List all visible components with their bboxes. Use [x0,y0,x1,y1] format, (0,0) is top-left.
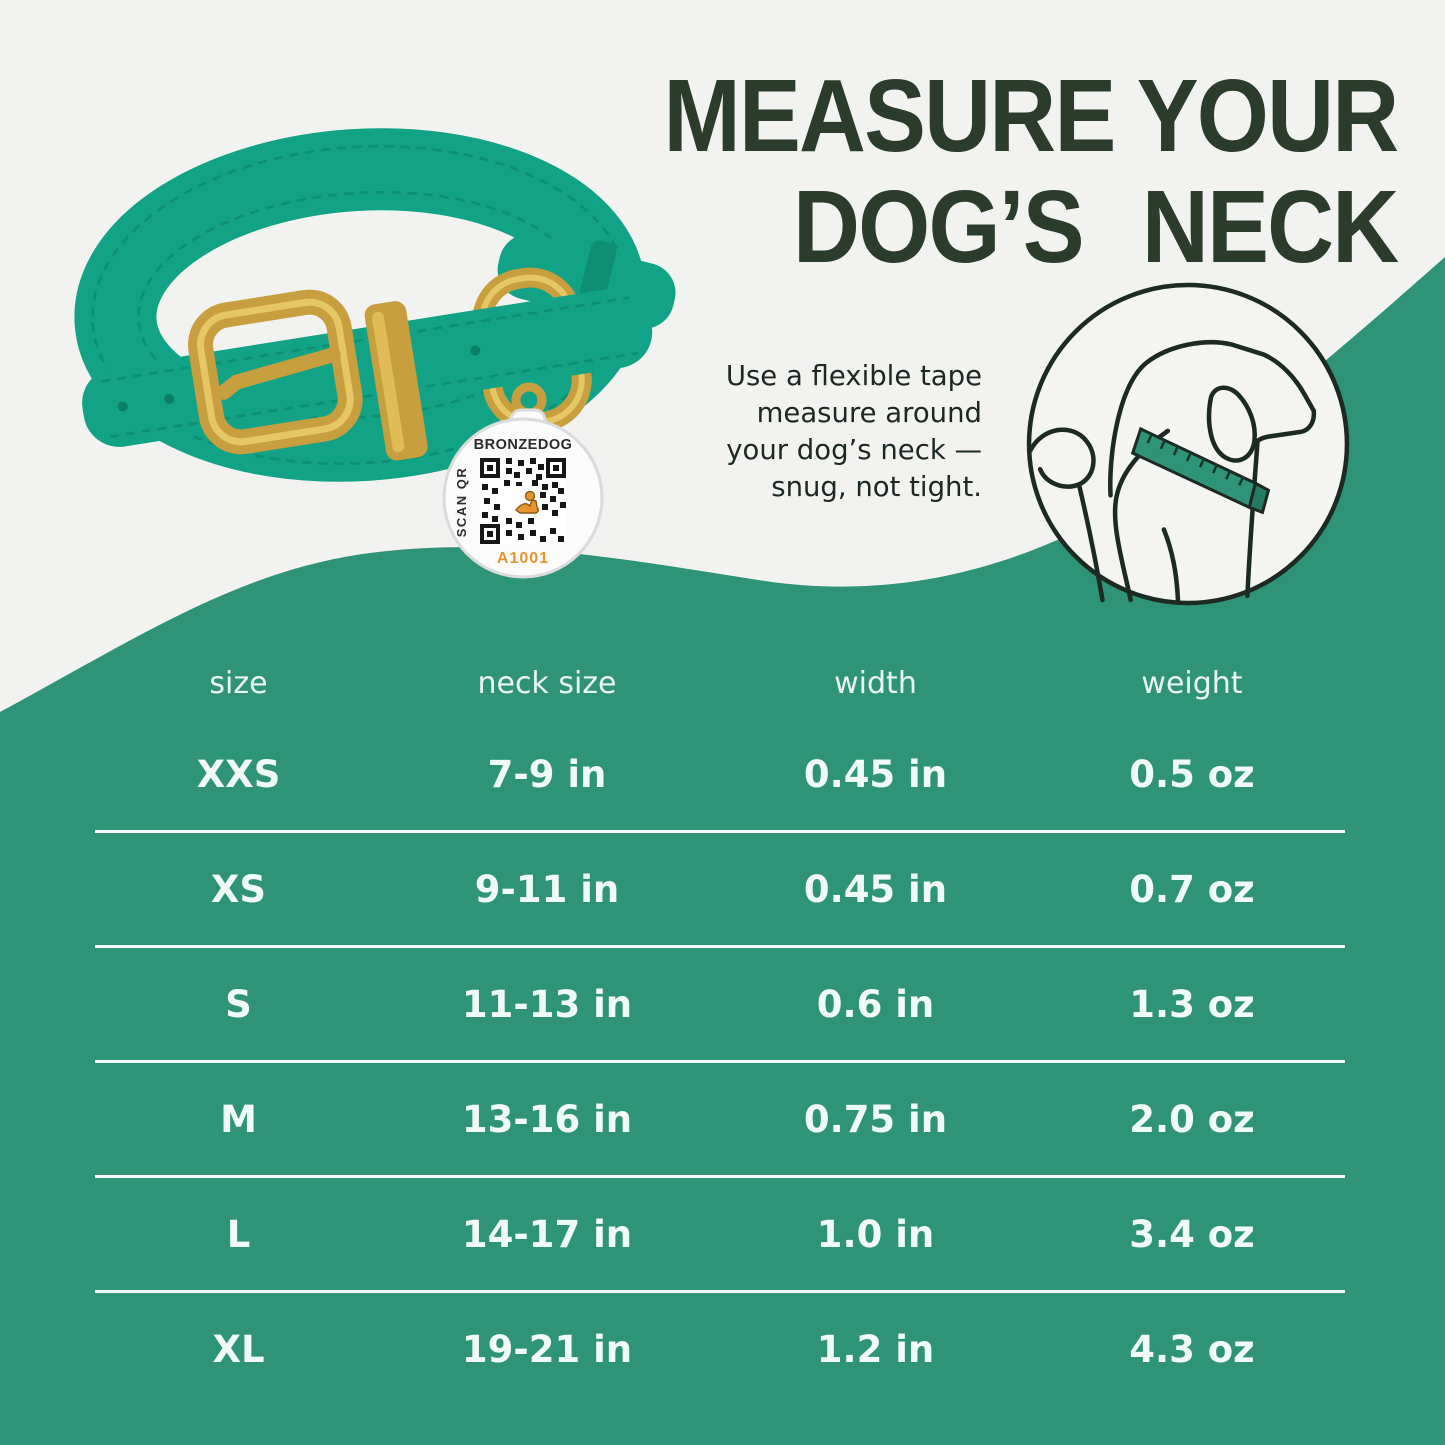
cell-width: 0.6 in [816,982,935,1026]
cell-size: XS [210,867,267,911]
cell-neck: 11-13 in [461,982,633,1026]
dog-measure-illustration [1026,282,1350,606]
cell-width: 0.45 in [803,867,948,911]
table-row-s: S 11-13 in 0.6 in 1.3 oz [95,948,1345,1063]
page-title-line2: DOG’S NECK [792,169,1399,285]
collar-keeper [364,301,428,461]
page-title-line1: MEASURE YOUR [663,58,1399,173]
instruction-line: your dog’s neck — [726,434,982,466]
tape-measure-collar [1130,426,1271,515]
page-title: MEASURE YOUR DOG’S NECK [663,58,1399,285]
table-row-l: L 14-17 in 1.0 in 3.4 oz [95,1178,1345,1293]
cell-size: XL [212,1327,265,1371]
cell-size: S [225,982,252,1026]
cell-neck: 19-21 in [461,1327,633,1371]
instruction-line: measure around [756,397,982,429]
measuring-instruction: Use a flexible tape measure around your … [610,358,982,506]
table-row-xs: XS 9-11 in 0.45 in 0.7 oz [95,833,1345,948]
cell-width: 1.0 in [816,1212,935,1256]
col-header-size: size [209,665,268,701]
qr-code [480,458,566,544]
col-header-weight: weight [1141,665,1243,701]
cell-weight: 2.0 oz [1129,1097,1255,1141]
cell-width: 0.45 in [803,752,948,796]
cell-weight: 0.7 oz [1129,867,1255,911]
cell-weight: 3.4 oz [1129,1212,1255,1256]
tag-scan-qr-text: SCAN QR [454,467,469,537]
col-header-neck: neck size [477,665,617,701]
cell-width: 0.75 in [803,1097,948,1141]
illustration-circle [1026,282,1350,606]
cell-weight: 1.3 oz [1129,982,1255,1026]
tag-id-code: A1001 [497,550,549,567]
size-chart-table: size neck size width weight XXS 7-9 in 0… [95,648,1345,1405]
dog-ear [1206,385,1258,463]
collar-product-image: BRONZEDOG SCAN QR [74,128,676,579]
table-row-xxs: XXS 7-9 in 0.45 in 0.5 oz [95,718,1345,833]
cell-neck: 9-11 in [474,867,620,911]
tag-brand-text: BRONZEDOG [474,437,573,453]
cell-weight: 0.5 oz [1129,752,1255,796]
cell-width: 1.2 in [816,1327,935,1371]
cell-neck: 13-16 in [461,1097,633,1141]
cell-size: M [220,1097,257,1141]
collar-front-strap [82,288,653,447]
cell-neck: 14-17 in [461,1212,633,1256]
qr-id-tag: BRONZEDOG SCAN QR [442,408,604,579]
cell-weight: 4.3 oz [1129,1327,1255,1371]
instruction-line: Use a flexible tape [725,360,982,392]
instruction-line: snug, not tight. [771,471,982,503]
cell-neck: 7-9 in [487,752,607,796]
collar-buckle [187,289,363,455]
table-row-xl: XL 19-21 in 1.2 in 4.3 oz [95,1293,1345,1405]
cell-size: L [226,1212,251,1256]
table-row-m: M 13-16 in 0.75 in 2.0 oz [95,1063,1345,1178]
table-header-row: size neck size width weight [95,648,1345,718]
cell-size: XXS [196,752,281,796]
qr-dog-icon [511,486,539,516]
col-header-width: width [834,665,917,701]
